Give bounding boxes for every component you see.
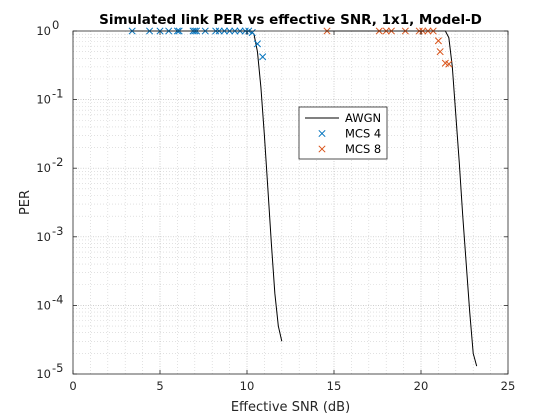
y-tick-label-exponent: -2 [52,155,63,169]
y-tick-label-exponent: 0 [52,18,59,32]
data-point-marker [445,60,453,68]
x-tick-label: 15 [327,379,342,393]
legend-label: AWGN [345,111,381,125]
awgn-curve-segment-2 [325,30,478,367]
y-tick-label: 10 [36,24,51,38]
legend-box [298,106,388,160]
x-axis-title: Effective SNR (dB) [231,400,350,415]
legend-marker-swatch [318,129,326,138]
y-tick-label: 10 [36,161,51,175]
chart-title: Simulated link PER vs effective SNR, 1x1… [99,12,482,28]
legend-label: MCS 8 [345,142,381,156]
data-point-marker [434,37,442,45]
y-tick-label: 10 [36,367,51,381]
y-axis-title: PER [18,190,33,215]
x-tick-label: 5 [156,379,163,393]
x-tick-label: 20 [414,379,429,393]
y-tick-label-exponent: -5 [52,361,63,375]
x-tick-label: 25 [501,379,516,393]
plot-frame [72,30,509,375]
y-tick-label-exponent: -4 [52,292,63,306]
data-point-marker [253,40,261,48]
legend-label: MCS 4 [345,127,381,141]
x-tick-label: 0 [69,379,76,393]
y-tick-label: 10 [36,298,51,312]
plot-area [73,31,508,374]
y-tick-label: 10 [36,230,51,244]
data-point-marker [248,28,256,37]
data-point-marker [259,53,267,61]
x-tick-label: 10 [240,379,255,393]
legend-marker-swatch [318,145,326,153]
data-point-marker [436,48,444,56]
y-tick-label: 10 [36,93,51,107]
y-tick-label-exponent: -1 [52,87,63,101]
y-tick-label-exponent: -3 [52,224,63,238]
grid [73,31,508,374]
